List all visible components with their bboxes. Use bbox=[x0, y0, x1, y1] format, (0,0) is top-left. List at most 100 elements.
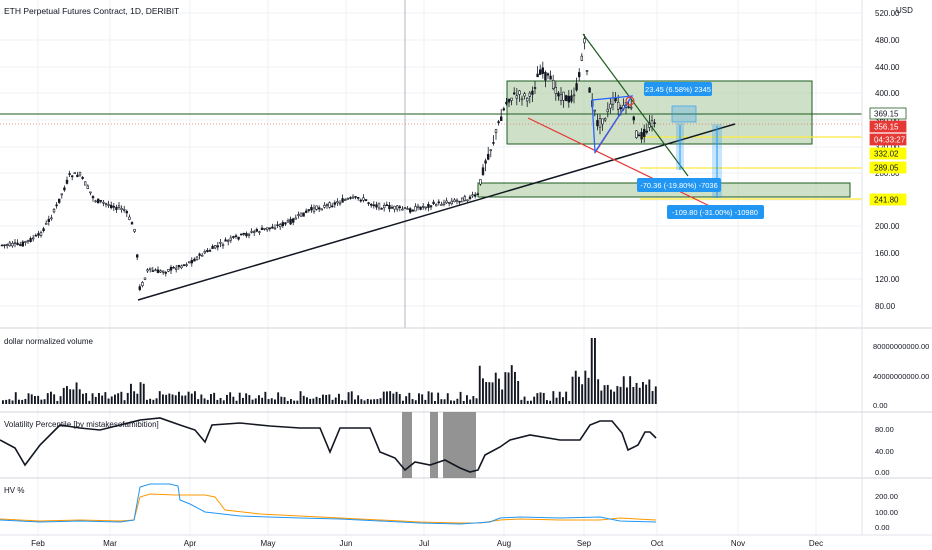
hv-blue-line[interactable] bbox=[0, 483, 657, 525]
candle bbox=[510, 97, 513, 106]
candle bbox=[26, 239, 30, 244]
volume-bar bbox=[443, 399, 446, 404]
red-projection-line[interactable] bbox=[527, 117, 723, 213]
price-axis[interactable]: 520.00 480.00 440.00 400.00 360.00 320.00 280.… bbox=[875, 9, 900, 311]
candle bbox=[445, 197, 448, 205]
volume-bar bbox=[46, 393, 49, 404]
volume-bar bbox=[88, 400, 91, 404]
candle bbox=[551, 74, 555, 91]
svg-text:80000000000.00: 80000000000.00 bbox=[873, 342, 929, 351]
volume-bar bbox=[616, 386, 619, 404]
red-circle-marker[interactable] bbox=[625, 96, 635, 106]
candle bbox=[502, 106, 505, 112]
volume-bar bbox=[491, 382, 494, 404]
candle bbox=[580, 53, 584, 62]
volume-bar bbox=[162, 394, 164, 404]
candle bbox=[375, 201, 378, 210]
candle bbox=[427, 201, 430, 212]
volume-bar bbox=[78, 389, 81, 404]
candle bbox=[518, 90, 521, 102]
volume-bar bbox=[363, 400, 366, 404]
blue-triangle-pattern[interactable] bbox=[591, 95, 634, 154]
price-tag: 332.02 bbox=[869, 147, 907, 160]
candle bbox=[466, 199, 469, 203]
candle bbox=[351, 194, 355, 199]
candle bbox=[338, 200, 342, 206]
candle bbox=[143, 277, 147, 281]
candle bbox=[424, 206, 427, 211]
candle bbox=[460, 197, 464, 203]
volume-bar bbox=[565, 391, 568, 404]
volume-bar bbox=[232, 396, 235, 404]
candle bbox=[364, 199, 368, 202]
candle bbox=[294, 214, 297, 220]
candle bbox=[304, 208, 308, 214]
volume-bar bbox=[587, 377, 590, 404]
volume-bar bbox=[14, 392, 17, 404]
candle bbox=[528, 91, 532, 104]
volume-bar bbox=[50, 391, 52, 404]
candle bbox=[71, 174, 74, 181]
price-tick-label: 360.00 bbox=[875, 116, 900, 125]
volume-bar bbox=[293, 400, 296, 404]
volume-bar bbox=[648, 379, 651, 404]
candle bbox=[195, 256, 199, 261]
candle bbox=[531, 86, 534, 102]
candle bbox=[232, 235, 235, 239]
measure-label-down-1[interactable]: -70.36 (-19.80%) -7036 bbox=[637, 178, 721, 192]
candle bbox=[653, 118, 656, 128]
volume-bar bbox=[552, 391, 555, 404]
volume-bar bbox=[267, 399, 270, 404]
candle bbox=[190, 257, 193, 267]
candle bbox=[273, 224, 277, 230]
volume-bar bbox=[56, 400, 59, 404]
volume-bar bbox=[296, 400, 299, 404]
volume-bar bbox=[360, 399, 363, 404]
candle bbox=[570, 89, 573, 104]
candle bbox=[567, 90, 571, 108]
volume-bar bbox=[40, 399, 43, 404]
volatility-percentile-line[interactable] bbox=[0, 417, 657, 473]
candle bbox=[180, 264, 183, 270]
candle bbox=[328, 201, 331, 209]
candle bbox=[16, 239, 19, 246]
candle bbox=[271, 223, 274, 229]
candle bbox=[598, 114, 602, 135]
volume-bar bbox=[94, 396, 97, 404]
candle bbox=[593, 109, 597, 117]
volume-bar bbox=[498, 378, 500, 404]
time-axis[interactable]: Feb Mar Apr May Jun Jul Aug Sep Oct Nov Dec bbox=[31, 539, 823, 548]
volume-bar bbox=[62, 387, 65, 404]
candle bbox=[42, 226, 45, 233]
volume-bar bbox=[85, 393, 88, 404]
candle bbox=[369, 202, 373, 208]
volume-bar bbox=[210, 394, 212, 404]
volume-bar bbox=[581, 384, 584, 404]
volume-bar bbox=[376, 399, 379, 404]
candle bbox=[479, 179, 482, 186]
volume-bar bbox=[597, 379, 600, 404]
volume-bar bbox=[283, 397, 286, 404]
candle bbox=[388, 202, 391, 213]
candle bbox=[429, 204, 433, 211]
volume-bar bbox=[539, 392, 542, 404]
candle bbox=[8, 240, 11, 247]
candle bbox=[268, 227, 271, 232]
measure-box-up[interactable] bbox=[671, 105, 697, 123]
candle bbox=[346, 197, 349, 200]
candle bbox=[440, 201, 443, 206]
candle bbox=[250, 228, 253, 234]
time-tick-label: Sep bbox=[577, 539, 592, 548]
measure-label-down-2[interactable]: -109.80 (-31.00%) -10980 bbox=[667, 205, 764, 219]
volume-bar bbox=[530, 400, 532, 404]
volume-bar bbox=[142, 383, 145, 404]
candle bbox=[481, 164, 485, 177]
candle bbox=[312, 204, 316, 214]
ascending-trendline[interactable] bbox=[137, 123, 736, 301]
candle bbox=[317, 205, 321, 213]
volume-bar bbox=[206, 399, 209, 404]
measure-label-down-1-text: -70.36 (-19.80%) -7036 bbox=[640, 181, 718, 190]
descending-green-trendline[interactable] bbox=[582, 33, 689, 177]
measure-label-up[interactable]: 23.45 (6.58%) 2345 bbox=[644, 82, 712, 96]
